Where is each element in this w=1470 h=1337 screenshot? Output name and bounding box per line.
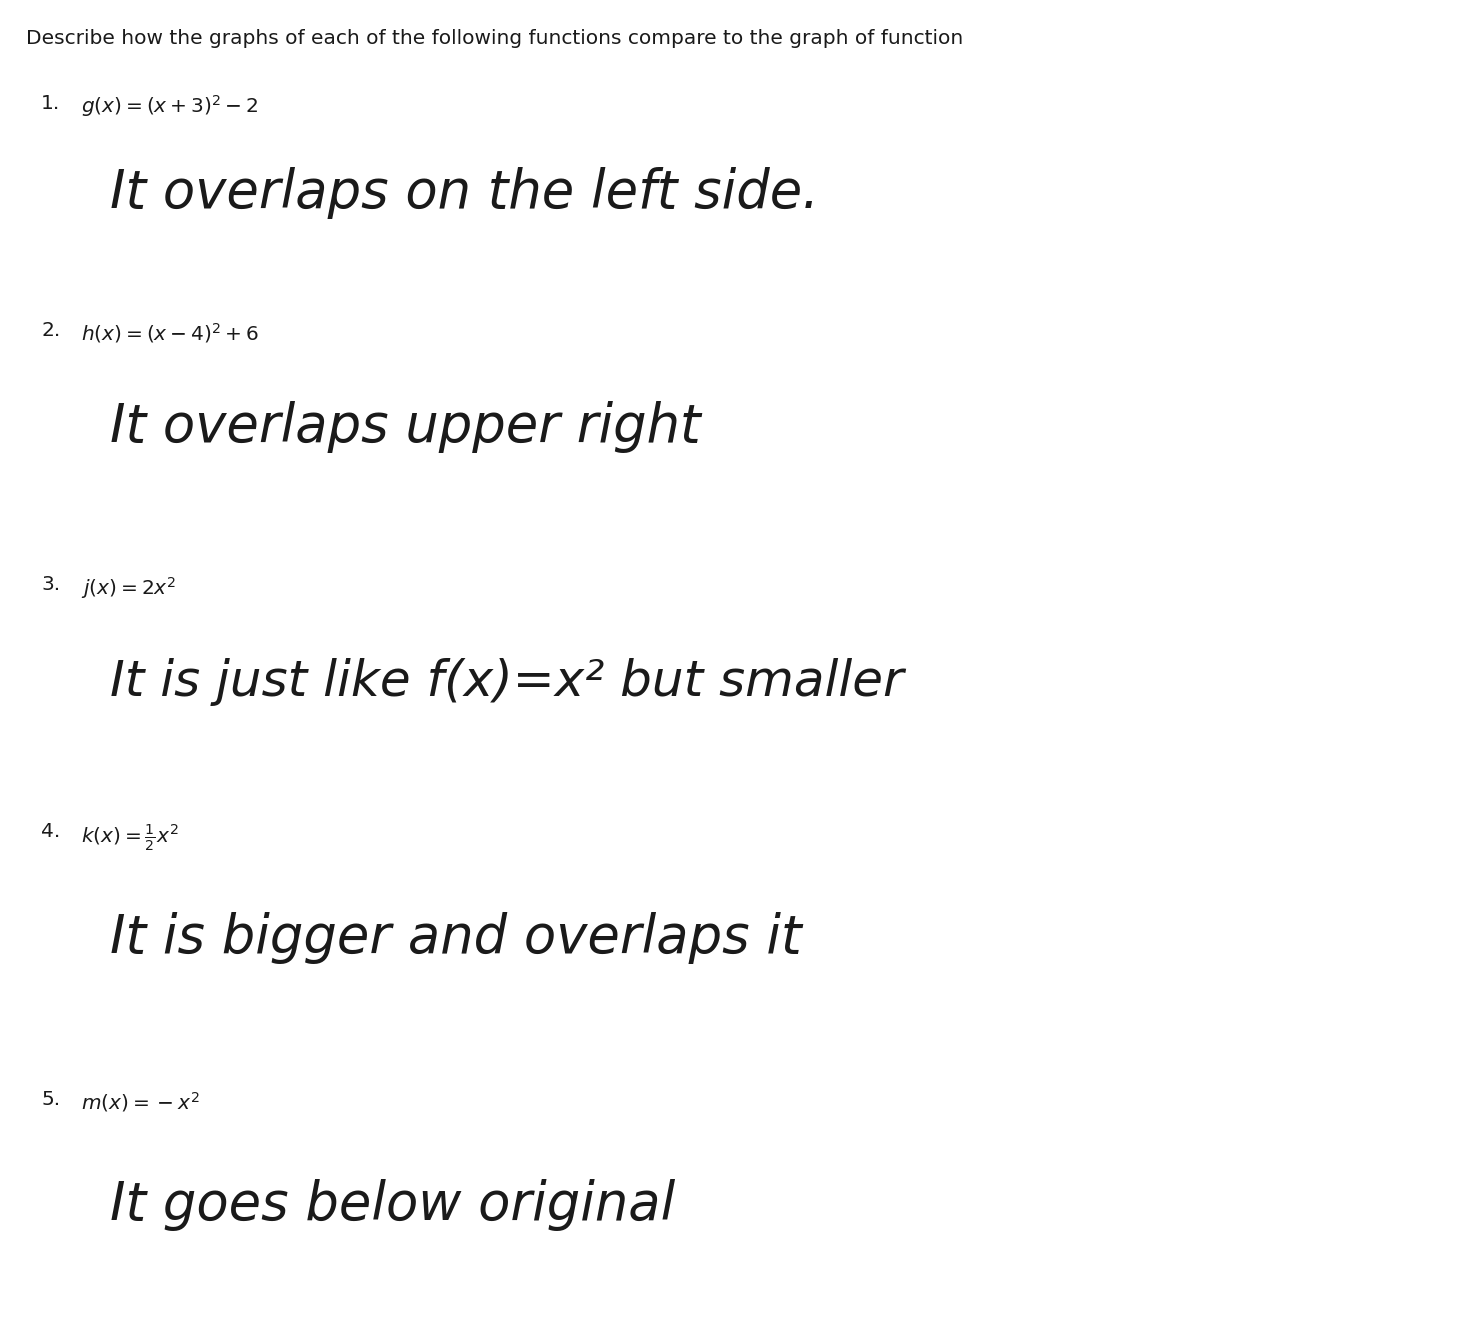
Text: 2.: 2.	[41, 321, 60, 340]
Text: It overlaps upper right: It overlaps upper right	[110, 401, 701, 453]
Text: $j(x) = 2x^2$: $j(x) = 2x^2$	[81, 575, 176, 600]
Text: Describe how the graphs of each of the following functions compare to the graph : Describe how the graphs of each of the f…	[26, 29, 964, 48]
Text: 3.: 3.	[41, 575, 60, 594]
Text: It overlaps on the left side.: It overlaps on the left side.	[110, 167, 819, 219]
Text: $h(x) = (x - 4)^2 + 6$: $h(x) = (x - 4)^2 + 6$	[81, 321, 259, 345]
Text: 1.: 1.	[41, 94, 60, 112]
Text: $m(x) = -x^2$: $m(x) = -x^2$	[81, 1090, 200, 1114]
Text: 5.: 5.	[41, 1090, 60, 1108]
Text: It is just like f(x)=x² but smaller: It is just like f(x)=x² but smaller	[110, 658, 904, 706]
Text: It goes below original: It goes below original	[110, 1179, 676, 1231]
Text: $g(x) = (x + 3)^2 - 2$: $g(x) = (x + 3)^2 - 2$	[81, 94, 259, 119]
Text: It is bigger and overlaps it: It is bigger and overlaps it	[110, 912, 801, 964]
Text: $k(x) = \frac{1}{2}x^2$: $k(x) = \frac{1}{2}x^2$	[81, 822, 179, 853]
Text: 4.: 4.	[41, 822, 60, 841]
